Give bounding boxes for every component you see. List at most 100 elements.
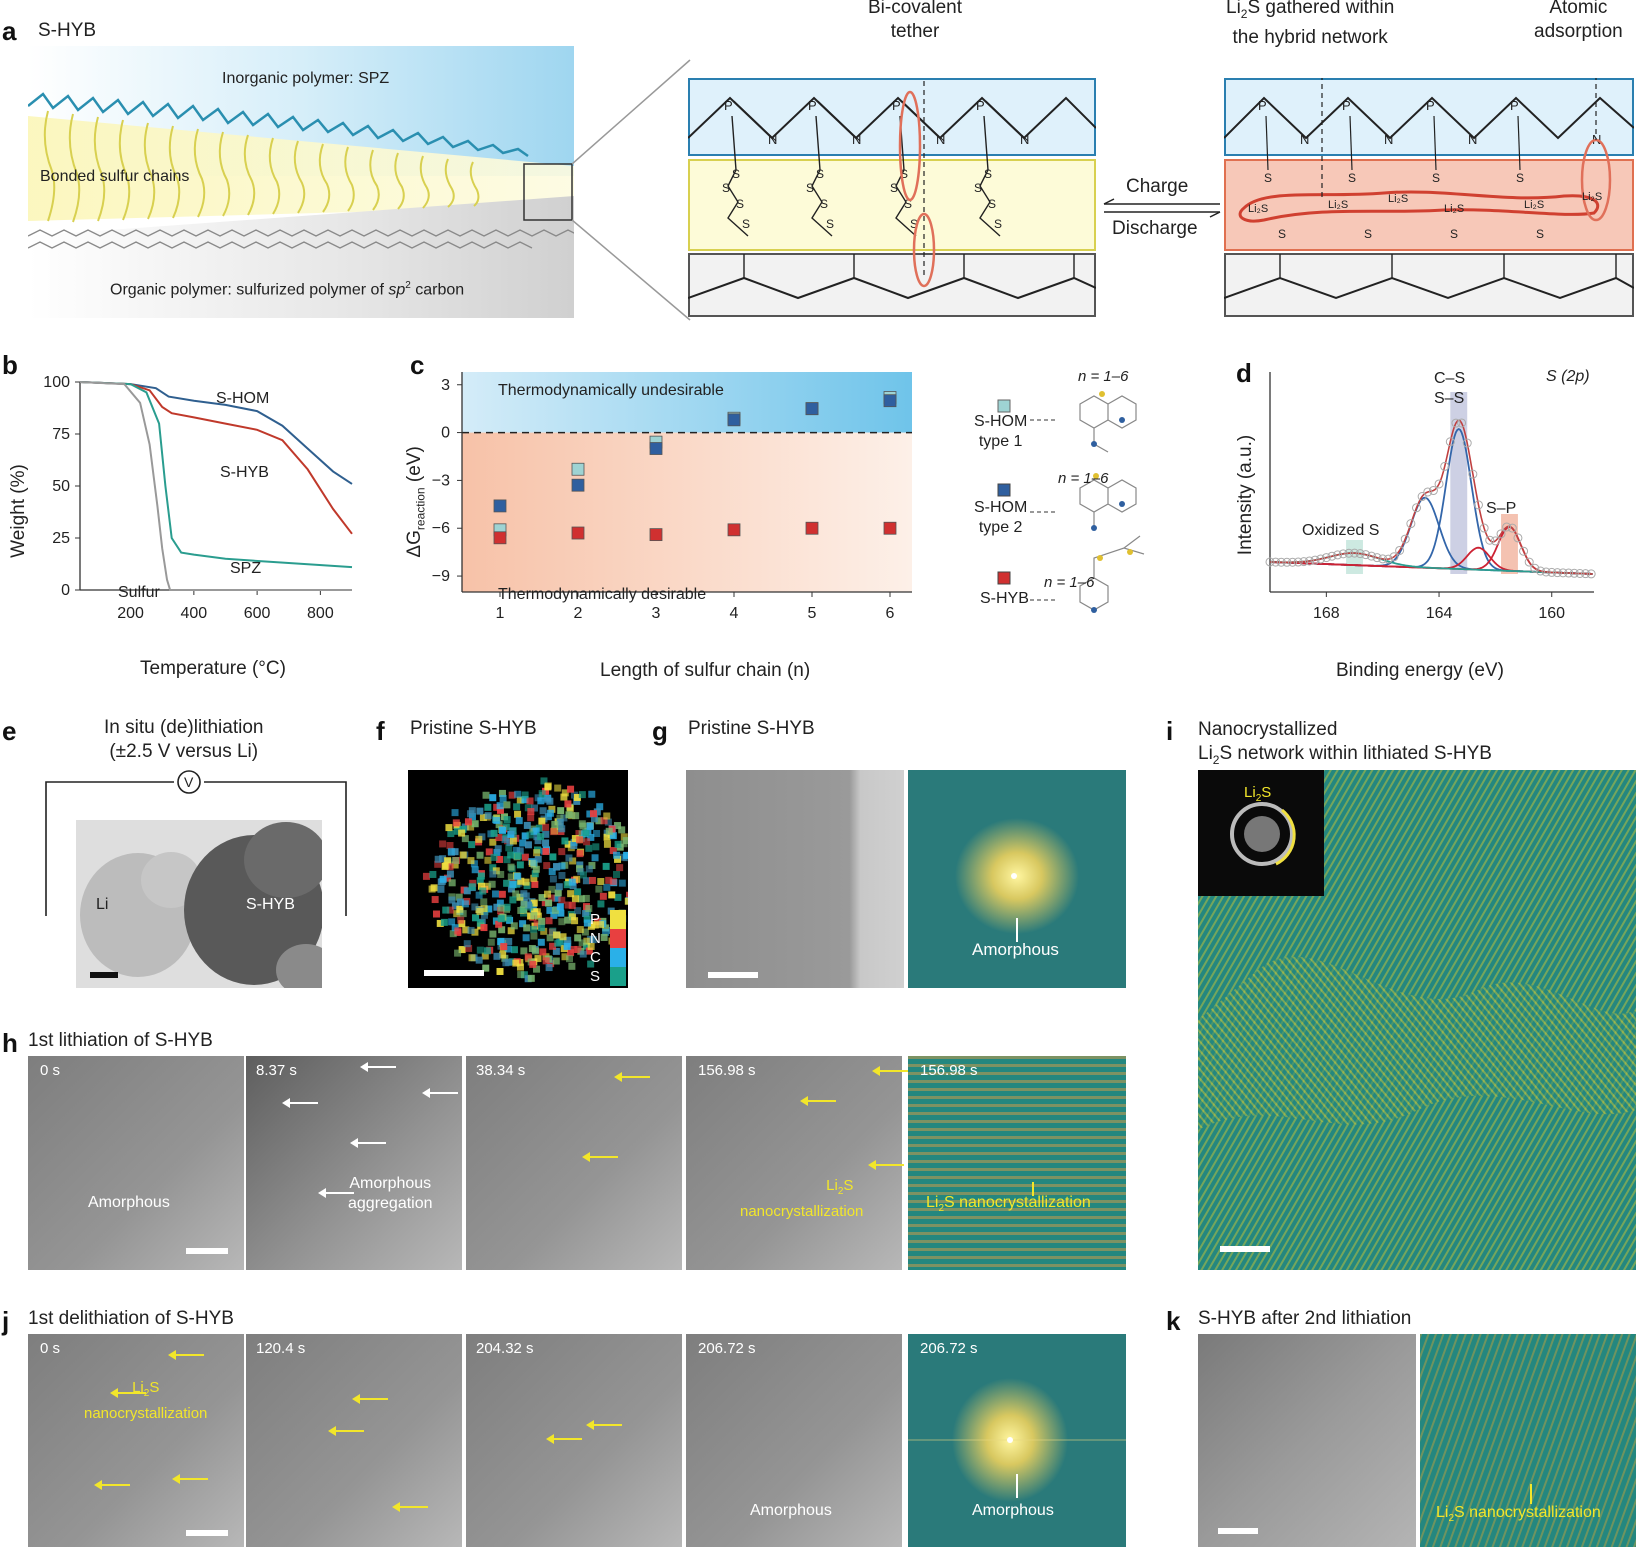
svg-text:N: N	[1384, 132, 1393, 147]
eds-pixel	[442, 906, 450, 914]
scale-bar-i	[1220, 1246, 1270, 1252]
svg-text:S: S	[732, 167, 740, 181]
eds-pixel	[476, 919, 484, 927]
tga-series-sulfur	[79, 381, 352, 591]
xps-data-point	[1541, 567, 1551, 577]
eds-pixel	[514, 810, 522, 818]
tga-ytick-label: 0	[61, 582, 70, 599]
xps-data-point	[1400, 534, 1410, 544]
eds-pixel	[545, 964, 553, 972]
eds-pixel	[495, 821, 503, 829]
xps-data-point	[1513, 533, 1523, 543]
eds-pixel	[428, 885, 436, 893]
eds-pixel	[553, 894, 561, 902]
eds-pixel	[534, 855, 542, 863]
eds-pixel	[507, 885, 515, 893]
eds-pixel	[587, 960, 595, 968]
lithiation-frame	[28, 1056, 244, 1270]
svg-text:S: S	[742, 217, 750, 231]
xps-data-point	[1423, 487, 1433, 497]
eds-pixel	[484, 803, 492, 811]
eds-pixel	[604, 818, 612, 826]
svg-text:N: N	[936, 132, 945, 147]
lithiation-frame	[908, 1056, 1126, 1270]
label-sulfur: Sulfur	[118, 584, 160, 601]
li-label: Li	[96, 896, 109, 913]
scale-bar-h	[186, 1248, 228, 1254]
legend-shom1: S-HOM type 1	[974, 413, 1028, 450]
xps-data-point	[1406, 519, 1416, 529]
eds-pixel	[588, 876, 596, 884]
legend-shyb: S-HYB	[980, 590, 1029, 607]
xps-data-point	[1265, 557, 1275, 567]
xps-data-point	[1524, 557, 1534, 567]
eds-pixel	[542, 847, 550, 855]
svg-text:S: S	[974, 181, 982, 195]
eds-pixel	[531, 870, 539, 878]
xps-data-point	[1552, 568, 1562, 578]
delithiation-frame	[246, 1334, 462, 1547]
eds-pixel	[582, 910, 590, 918]
svg-text:S: S	[1432, 171, 1440, 185]
eds-pixel	[550, 911, 558, 919]
h-amorphous-label: Amorphous	[88, 1194, 170, 1211]
svg-text:P: P	[892, 98, 901, 113]
xps-data-point	[1361, 550, 1371, 560]
eds-pixel	[571, 835, 579, 843]
eds-pixel	[456, 898, 464, 906]
delithiation-frame	[28, 1334, 244, 1547]
eds-pixel	[534, 955, 542, 963]
eds-pixel	[537, 924, 545, 932]
eds-pixel	[618, 879, 626, 887]
eds-pixel	[510, 946, 518, 954]
eds-pixel	[586, 823, 594, 831]
eds-pixel	[455, 893, 463, 901]
eds-pixel	[573, 875, 581, 883]
eds-pixel	[618, 826, 626, 834]
deltaG-point	[805, 402, 819, 416]
eds-pixel	[547, 894, 555, 902]
svg-text:N: N	[768, 132, 777, 147]
j-nano-label: Li2S nanocrystallization	[84, 1379, 208, 1422]
eds-pixel	[508, 958, 516, 966]
eds-pixel	[549, 853, 557, 861]
eds-pixel	[539, 807, 547, 815]
xps-ylabel: Intensity (a.u.)	[1235, 434, 1257, 556]
eds-pixel	[596, 803, 604, 811]
scale-bar-f	[424, 970, 484, 976]
eds-pixel	[458, 829, 466, 837]
eds-pixel	[493, 817, 501, 825]
eds-pixel	[476, 908, 484, 916]
eds-pixel	[489, 930, 497, 938]
peak-sp: S–P	[1486, 500, 1517, 517]
organic-label: Organic polymer: sulfurized polymer of s…	[110, 280, 465, 299]
eds-pixel	[560, 793, 568, 801]
eds-pixel	[526, 797, 534, 805]
eds-pixel	[523, 882, 531, 890]
eds-pixel	[578, 939, 586, 947]
eds-pixel	[497, 915, 505, 923]
eds-pixel	[519, 920, 527, 928]
svg-text:P: P	[1426, 98, 1435, 113]
eds-pixel	[476, 877, 484, 885]
panel-h-title: 1st lithiation of S-HYB	[28, 1030, 213, 1051]
eds-pixel	[582, 829, 590, 837]
panel-label-b: b	[2, 350, 18, 380]
panel-a-illustration	[27, 46, 581, 318]
yellow-arrow	[546, 1434, 582, 1444]
delithiation-frame	[686, 1334, 902, 1547]
xps-data-point	[1468, 469, 1478, 479]
eds-pixel	[463, 887, 471, 895]
eds-pixel	[563, 881, 571, 889]
scale-bar-e	[90, 972, 118, 978]
eds-pixel	[507, 863, 515, 871]
xps-data-point	[1575, 568, 1585, 578]
eds-pixel	[476, 851, 484, 859]
eds-pixel	[600, 817, 608, 825]
eds-pixel	[475, 956, 483, 964]
svg-text:Li₂S: Li₂S	[1444, 203, 1464, 215]
yellow-arrow	[168, 1350, 204, 1360]
svg-text:N: N	[1300, 132, 1309, 147]
tga-xlabel: Temperature (°C)	[140, 658, 286, 679]
